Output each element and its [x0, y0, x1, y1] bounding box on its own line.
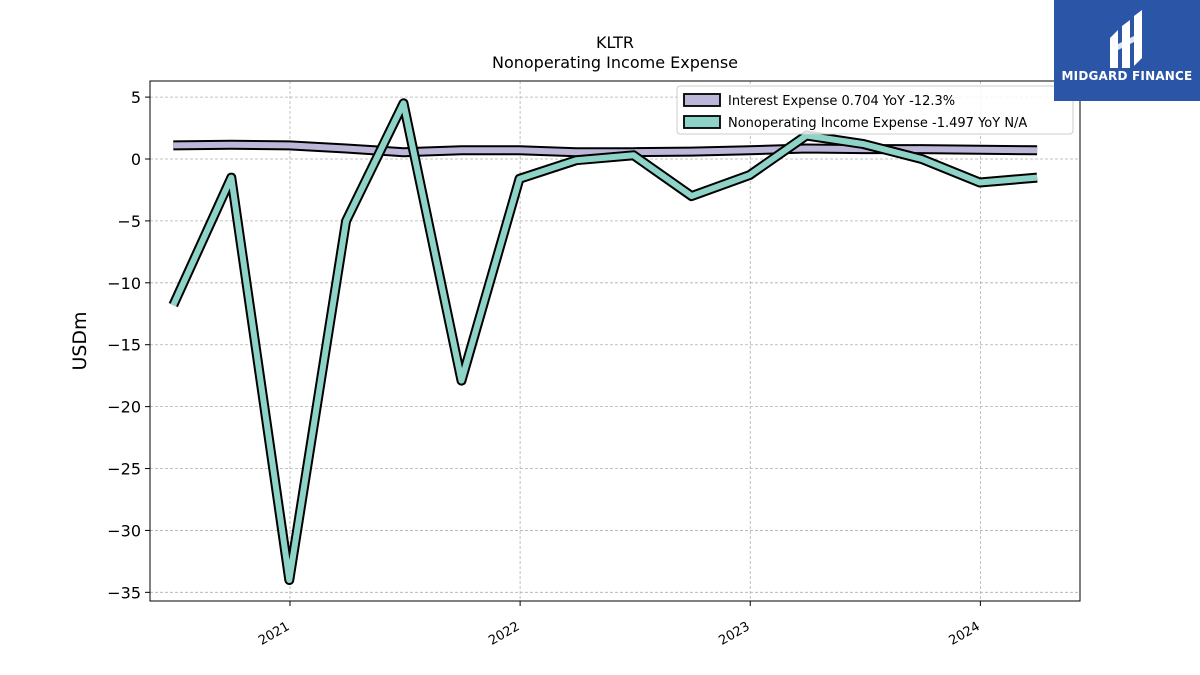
y-tick-label: −20 [107, 398, 141, 417]
legend-box [676, 85, 1074, 135]
y-tick-label: −25 [107, 460, 141, 479]
x-axis: 2021 2022 2023 2024 [256, 601, 983, 649]
axes-frame [149, 80, 1081, 602]
x-tick-label: 2023 [716, 619, 752, 649]
chart-title: KLTR [596, 33, 634, 52]
y-tick-label: 5 [131, 88, 141, 107]
y-tick-label: 0 [131, 150, 141, 169]
legend-label: Nonoperating Income Expense -1.497 YoY N… [728, 116, 1027, 131]
grid [150, 81, 1080, 601]
legend-label: Interest Expense 0.704 YoY -12.3% [728, 94, 955, 109]
y-tick-label: −10 [107, 274, 141, 293]
x-tick-label: 2021 [256, 619, 292, 649]
y-tick-label: −35 [107, 583, 141, 602]
logo-text: MIDGARD FINANCE [1061, 69, 1193, 83]
legend-swatch [683, 93, 721, 107]
legend: Interest Expense 0.704 YoY -12.3% Nonoper… [676, 85, 1074, 135]
y-tick-label: −5 [117, 212, 141, 231]
y-axis-label: USDm [69, 311, 91, 370]
series-1 [168, 98, 1038, 585]
legend-swatch [683, 115, 721, 129]
y-axis: 5 0 −5 −10 −15 −20 −25 −30 −35 [107, 88, 150, 602]
chart-subtitle: Nonoperating Income Expense [492, 53, 738, 72]
x-tick-label: 2024 [947, 619, 983, 649]
series-line [170, 100, 1038, 583]
x-tick-label: 2022 [486, 619, 522, 649]
logo-mark-icon [1110, 10, 1142, 68]
midgard-finance-logo: MIDGARD FINANCE [1054, 0, 1200, 101]
y-tick-label: −15 [107, 336, 141, 355]
y-tick-label: −30 [107, 521, 141, 540]
series-layer [168, 98, 1038, 585]
